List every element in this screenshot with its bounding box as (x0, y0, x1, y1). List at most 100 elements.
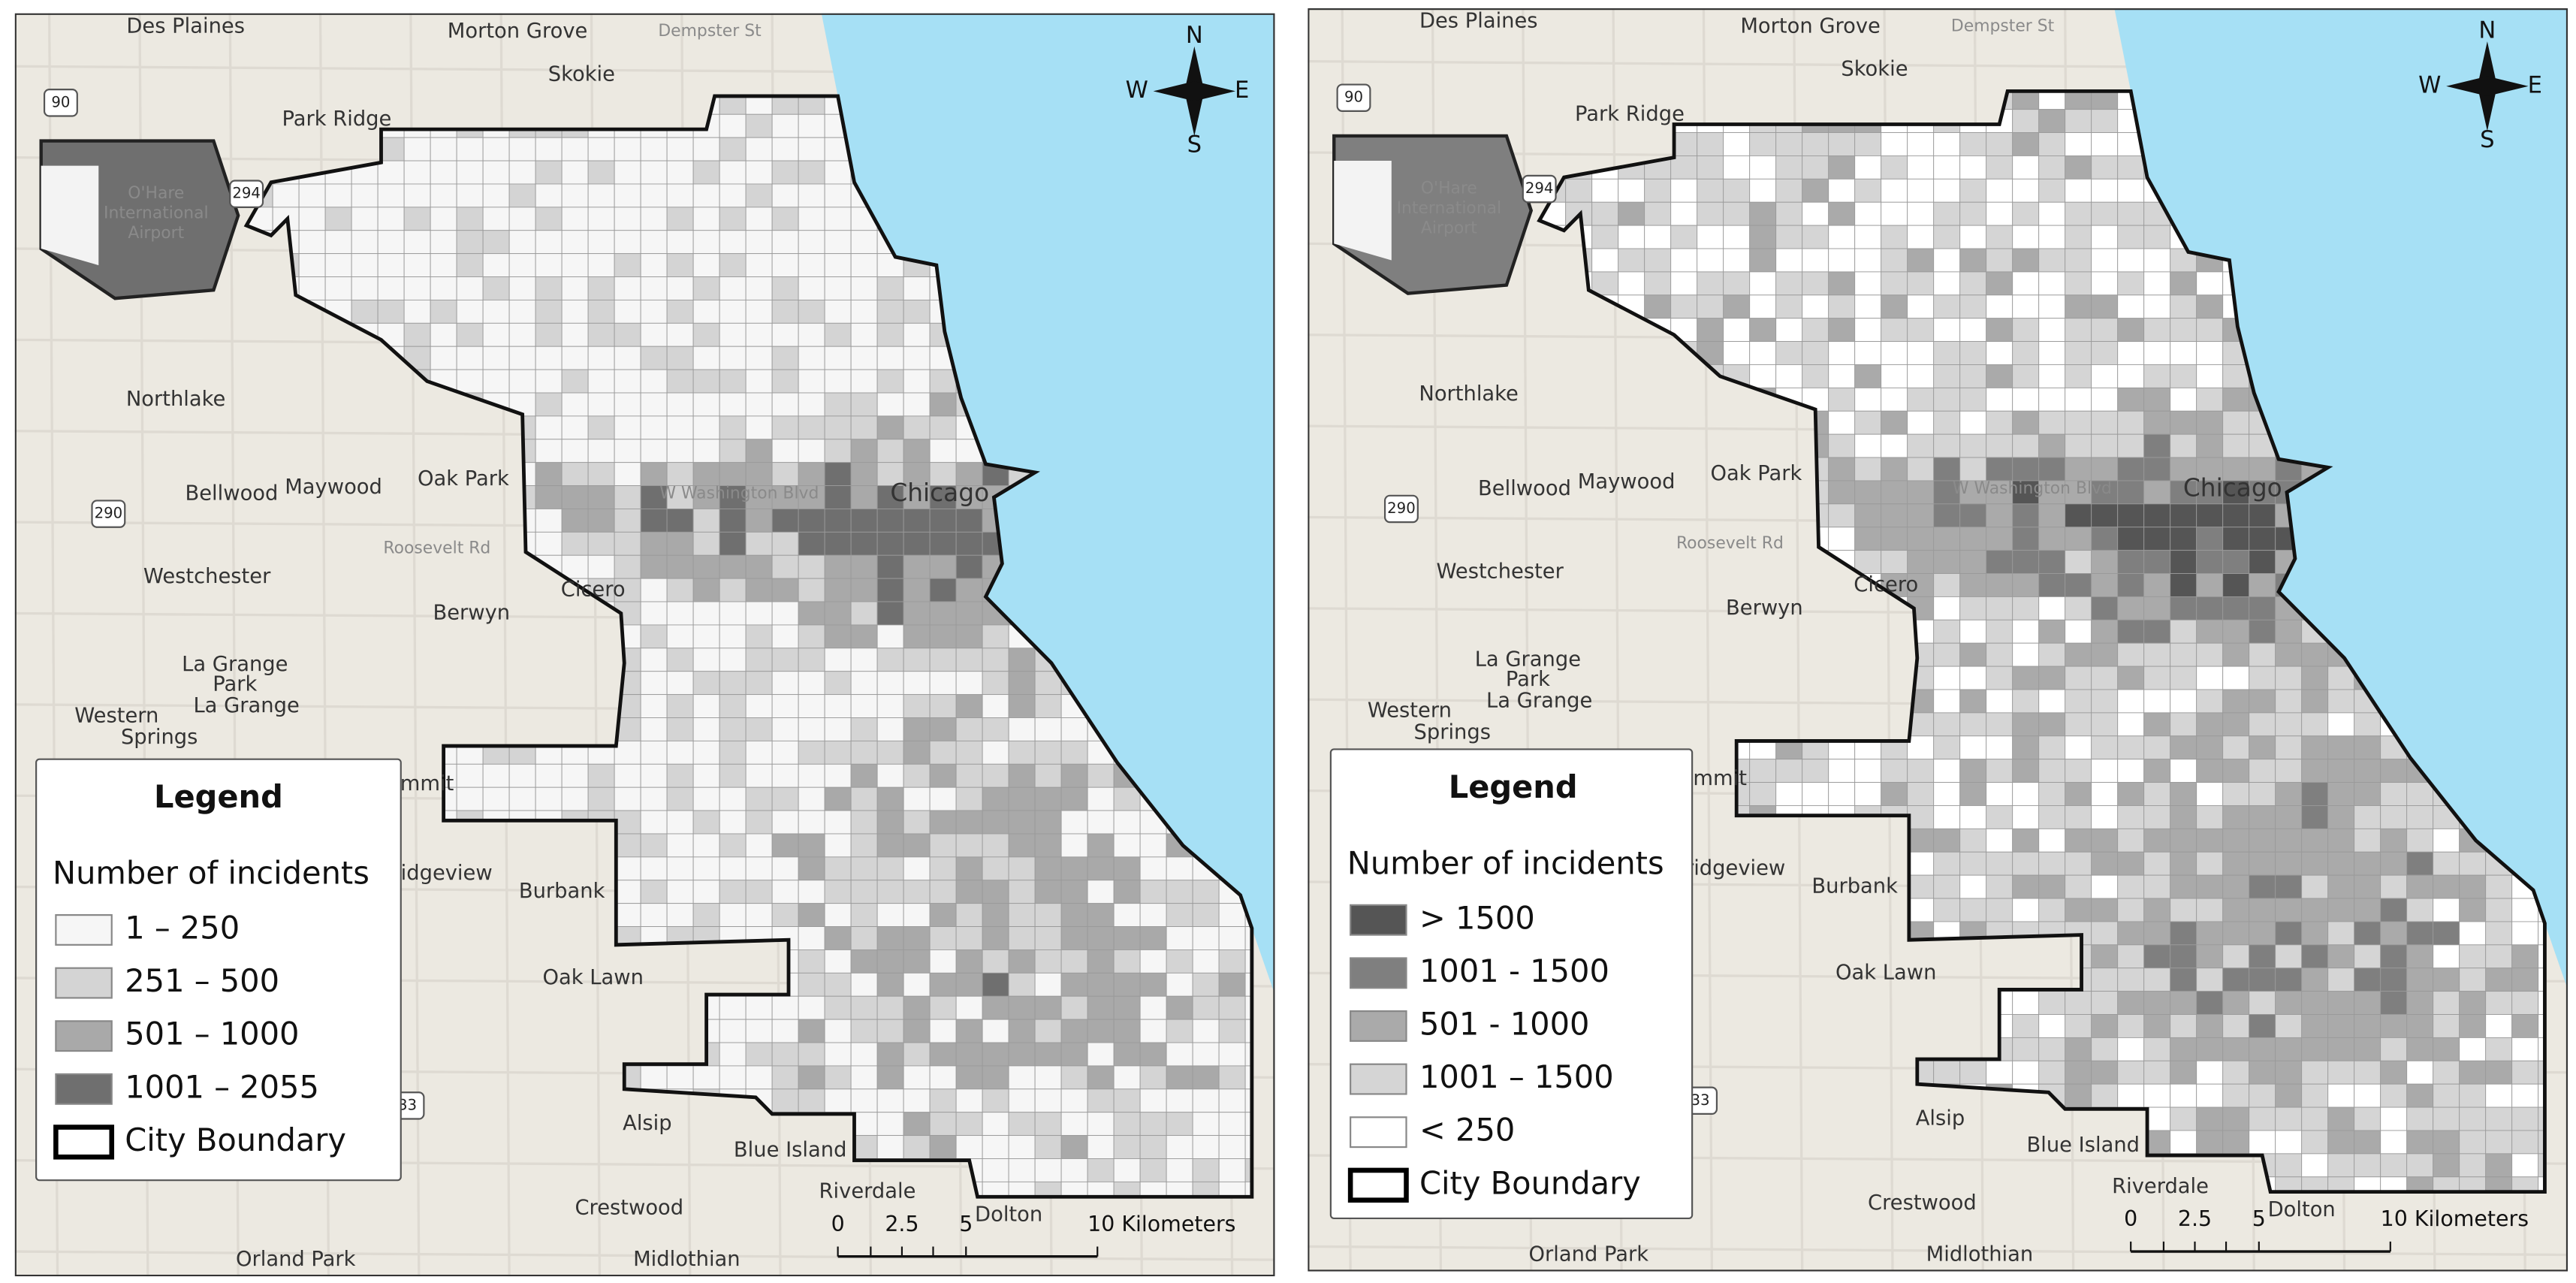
tract (1959, 874, 1987, 899)
tract (640, 880, 668, 904)
tract (929, 833, 957, 858)
tract (1959, 1060, 1987, 1085)
tract (2143, 527, 2171, 551)
tract (561, 137, 589, 162)
tract (798, 763, 825, 788)
tract (1166, 972, 1193, 997)
tract (824, 995, 852, 1020)
tract (2459, 1083, 2487, 1108)
tract (2433, 968, 2460, 992)
tract (771, 509, 799, 533)
tract (2012, 387, 2040, 412)
tract (2222, 527, 2250, 551)
tract (771, 207, 799, 231)
tract (1113, 1088, 1141, 1113)
tract (1959, 318, 1987, 343)
map-panel: Des Plaines Morton Grove Dempster StSkokie… (1308, 8, 2568, 1272)
tract (2143, 619, 2171, 644)
tract (2406, 851, 2434, 876)
tract (1959, 712, 1987, 737)
tract (2065, 759, 2092, 783)
tract (1907, 550, 1935, 574)
tract (2065, 225, 2092, 249)
tract (2143, 550, 2171, 574)
tract (903, 299, 931, 324)
tract (2222, 433, 2250, 458)
tract (798, 462, 825, 487)
tract (2038, 387, 2066, 412)
tract (1802, 155, 1829, 180)
tract (2538, 1014, 2545, 1038)
tract (1749, 271, 1777, 296)
tract (1986, 573, 2013, 597)
tract (1192, 1065, 1220, 1090)
tract (692, 601, 720, 626)
tract (640, 833, 668, 858)
tract (614, 740, 641, 765)
tract (1933, 1060, 1961, 1085)
tract (614, 439, 641, 463)
tract (692, 137, 720, 162)
tract (850, 972, 878, 997)
tract (2511, 898, 2539, 922)
tract (640, 322, 668, 347)
tract (2170, 759, 2197, 783)
tract (982, 694, 1009, 718)
tract (745, 299, 773, 324)
tract (824, 299, 852, 324)
tract (1697, 178, 1724, 203)
tract (2406, 1083, 2434, 1108)
tract (1192, 1088, 1220, 1113)
tract (1644, 271, 1672, 296)
tract (903, 1042, 931, 1067)
tract (535, 415, 563, 440)
tract (2275, 874, 2303, 899)
tract (2170, 666, 2197, 690)
tract (1060, 810, 1088, 835)
tract (2222, 735, 2250, 760)
tract (824, 415, 852, 440)
tract (2065, 642, 2092, 667)
tract (2012, 248, 2040, 273)
tract (640, 415, 668, 440)
scale-label: 0 (2124, 1206, 2137, 1231)
legend-subtitle: Number of incidents (53, 855, 370, 892)
tract (719, 462, 747, 487)
tract (745, 578, 773, 602)
tract (903, 1088, 931, 1113)
tract (1139, 1042, 1167, 1067)
tract (2091, 735, 2119, 760)
tract (1959, 689, 1987, 714)
place-label: Chicago (890, 478, 989, 507)
tract (1881, 178, 1908, 203)
tract (587, 369, 615, 394)
tract (2433, 921, 2460, 946)
tract (508, 230, 536, 255)
tract (2222, 991, 2250, 1015)
tract (1034, 903, 1062, 927)
tract (2117, 341, 2145, 365)
tract (1034, 1042, 1062, 1067)
tract (903, 439, 931, 463)
tract (1933, 735, 1961, 760)
tract (430, 183, 457, 208)
tract (2065, 480, 2092, 505)
tract (1060, 856, 1088, 881)
tract (1986, 805, 2013, 829)
road-shield (91, 500, 126, 528)
tract (1828, 387, 1856, 412)
tract (2170, 1014, 2197, 1038)
tract (1034, 1158, 1062, 1182)
tract (2143, 1083, 2171, 1108)
tract (1244, 1065, 1252, 1090)
tract (2038, 457, 2066, 482)
tract (824, 230, 852, 255)
tract (1802, 294, 1829, 319)
tract (903, 554, 931, 579)
tract (2038, 573, 2066, 597)
tract (1775, 782, 1803, 806)
tract (955, 717, 983, 741)
legend-swatch (1350, 1116, 1407, 1149)
